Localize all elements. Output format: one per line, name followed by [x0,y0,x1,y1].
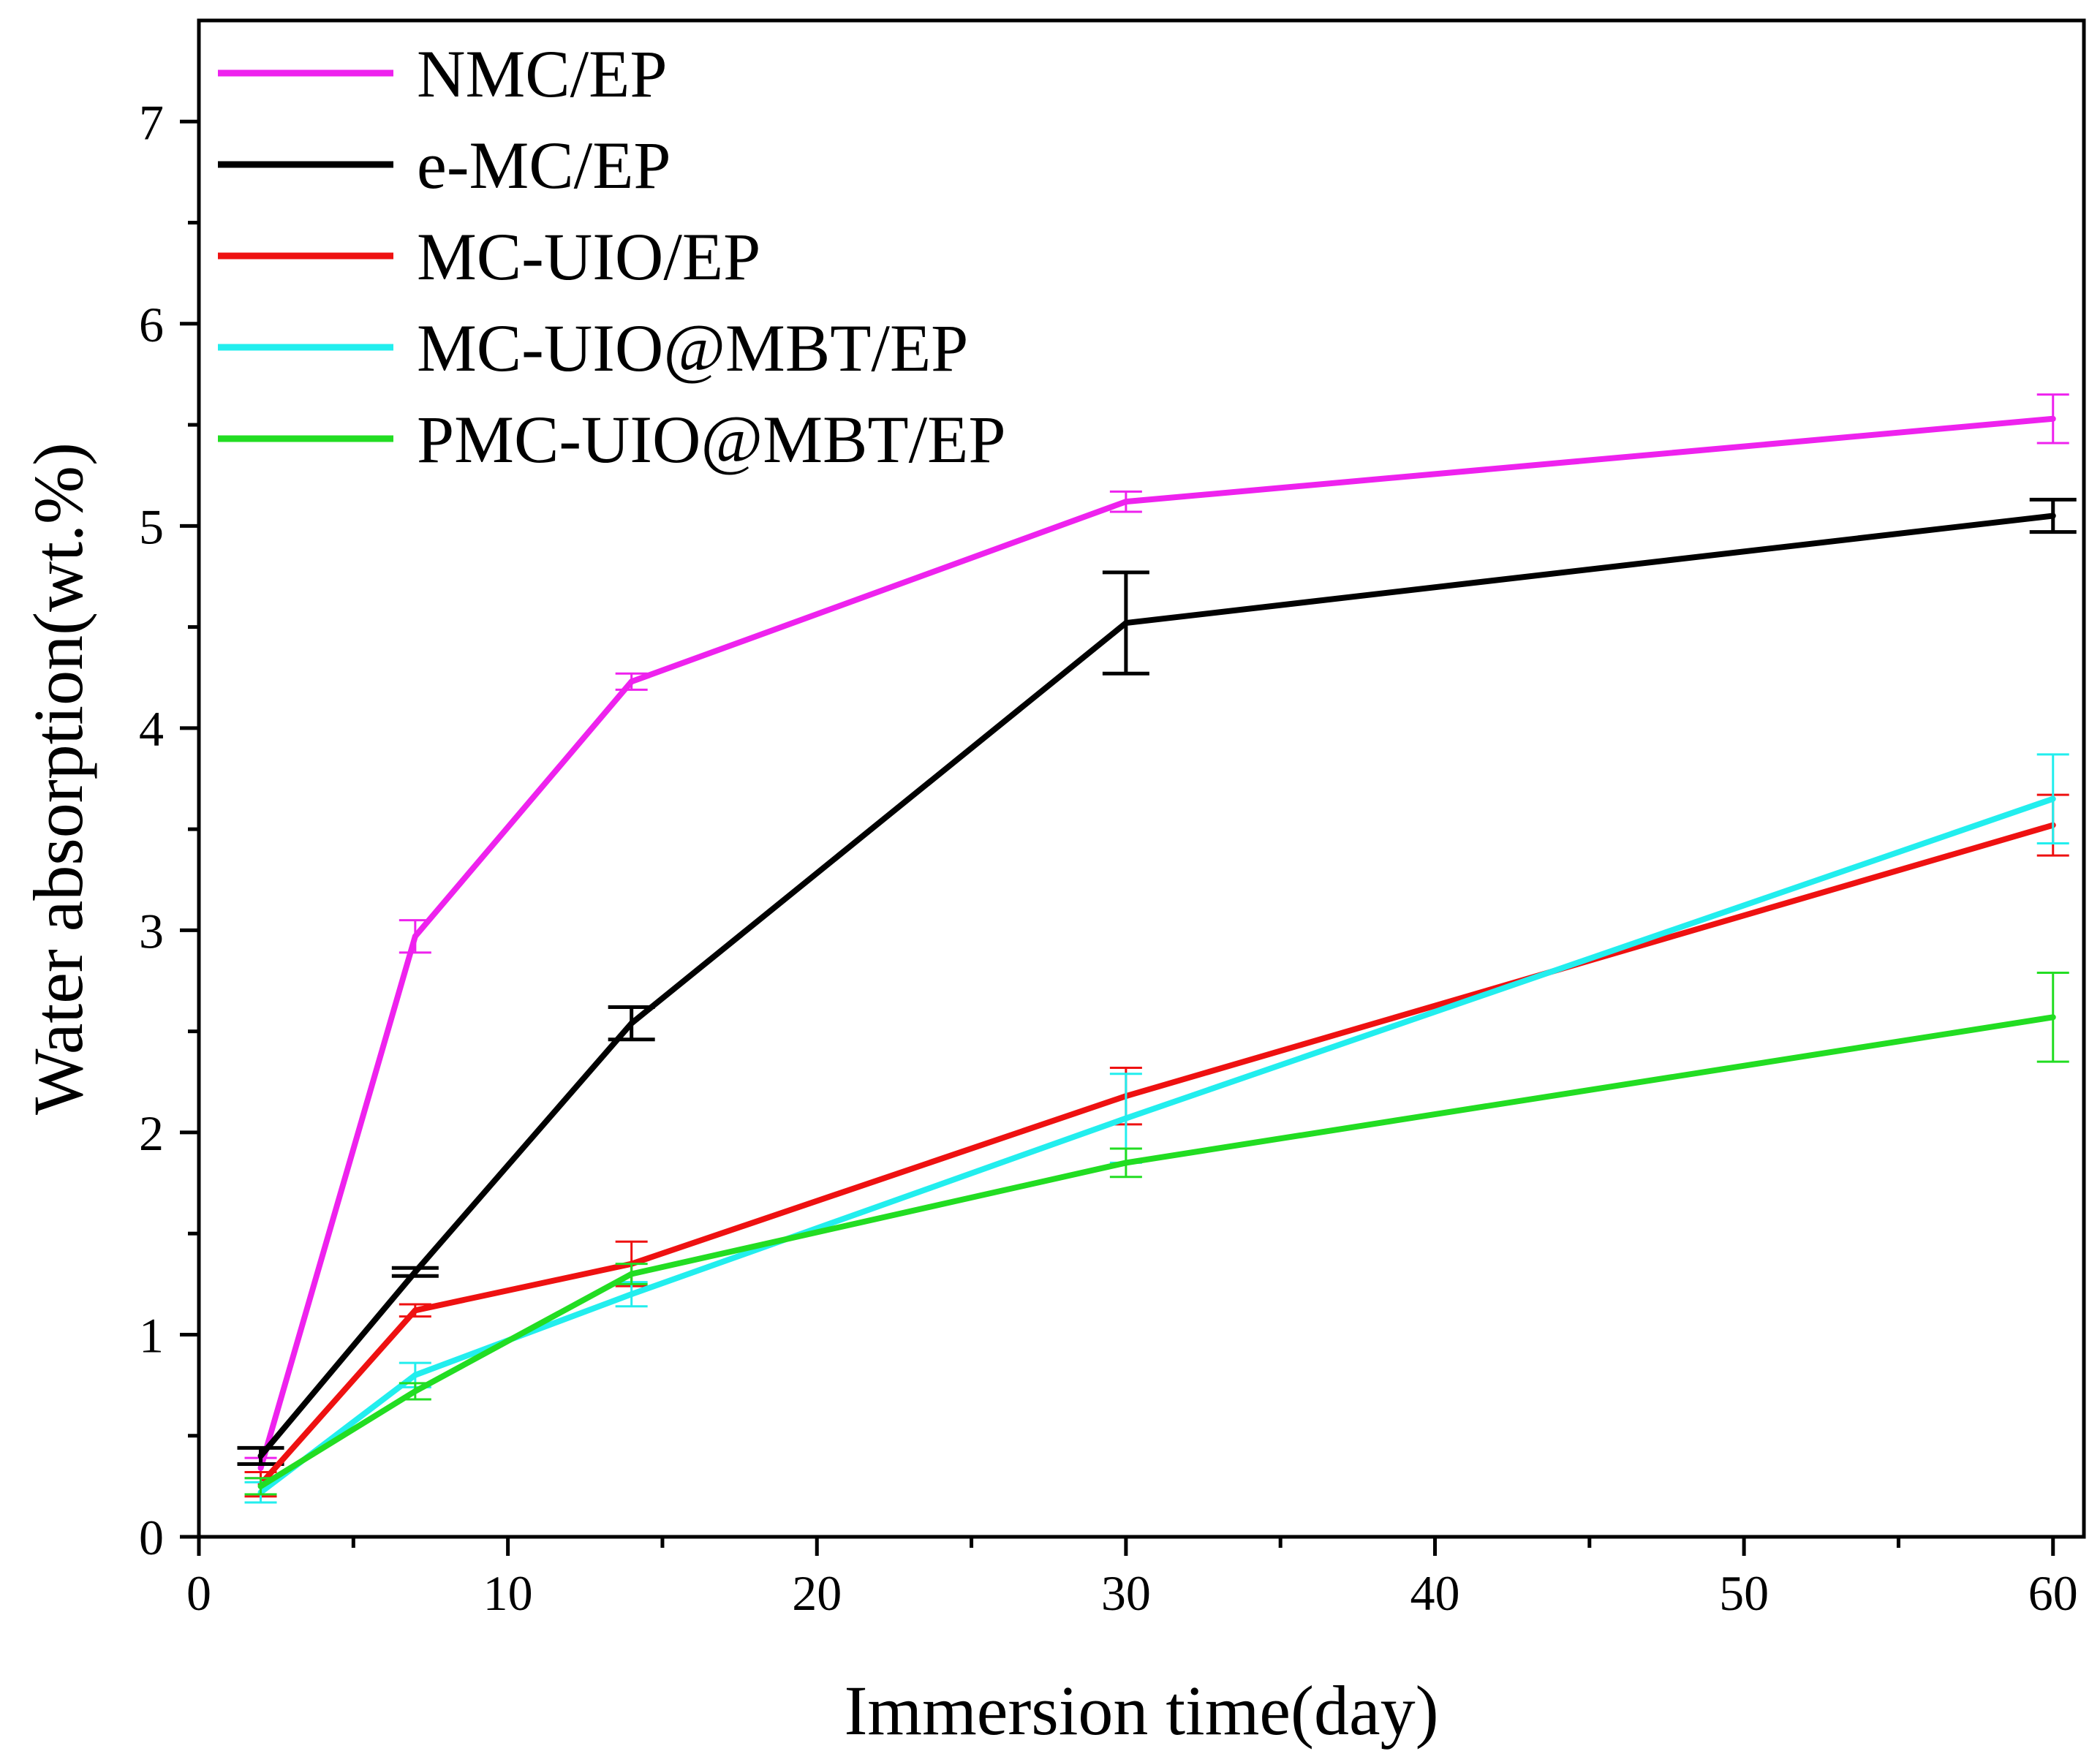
data-point [1122,499,1129,505]
y-tick-label: 7 [139,94,164,150]
legend-label: e-MC/EP [417,128,671,203]
x-tick-label: 0 [186,1565,211,1621]
x-tick-label: 40 [1410,1565,1459,1621]
x-axis-title: Immersion time(day) [844,1671,1438,1750]
data-point [1122,620,1129,627]
legend-item-pmc-uio-mbt-ep: PMC-UIO@MBT/EP [218,402,1006,477]
x-tick-label: 60 [2028,1565,2078,1621]
y-axis-title: Water absorption(wt.%) [19,442,97,1115]
data-point [257,1464,264,1471]
y-tick-label: 4 [139,701,164,757]
data-point [628,1271,635,1277]
data-point [2050,1014,2056,1021]
data-point [2050,513,2056,519]
data-point [1122,1115,1129,1122]
plot-area-border [197,18,2086,1539]
y-tick-label: 0 [139,1510,164,1565]
data-point [2050,415,2056,422]
x-axis-ticks: 0 10 20 30 40 50 60 [186,1537,2078,1621]
legend-label: MC-UIO@MBT/EP [417,311,968,385]
legend-item-mc-uio-ep: MC-UIO/EP [218,219,760,294]
data-point [628,1291,635,1298]
legend-label: NMC/EP [417,37,668,111]
data-point [412,1307,418,1314]
y-tick-label: 1 [139,1307,164,1363]
data-point [628,1020,635,1026]
data-point [2050,795,2056,802]
data-point [1122,1160,1129,1166]
y-tick-label: 5 [139,499,164,554]
series-e-mc-ep [237,497,2077,1466]
y-tick-label: 3 [139,903,164,958]
data-point [257,1453,264,1459]
data-point [412,1372,418,1378]
data-point [628,678,635,685]
series-layer [237,393,2077,1504]
data-point [412,1268,418,1275]
y-tick-label: 2 [139,1105,164,1161]
x-tick-label: 30 [1101,1565,1151,1621]
data-point [412,1388,418,1394]
plot-frame [197,18,2086,1539]
y-axis-ticks: 0 1 2 3 4 5 6 7 [139,94,199,1565]
legend-label: MC-UIO/EP [417,219,760,294]
x-tick-label: 20 [792,1565,842,1621]
legend: NMC/EP e-MC/EP MC-UIO/EP MC-UIO@MBT/EP PMC-U… [218,37,1006,477]
legend-item-e-mc-ep: e-MC/EP [218,128,671,203]
data-point [412,933,418,939]
legend-item-mc-uio-mbt-ep: MC-UIO@MBT/EP [218,311,968,385]
data-point [257,1483,264,1489]
legend-item-nmc-ep: NMC/EP [218,37,668,111]
x-tick-label: 10 [483,1565,533,1621]
series-pmc-uio-mbt-ep [244,971,2069,1496]
x-tick-label: 50 [1719,1565,1769,1621]
legend-label: PMC-UIO@MBT/EP [417,402,1006,477]
y-tick-label: 6 [139,297,164,352]
